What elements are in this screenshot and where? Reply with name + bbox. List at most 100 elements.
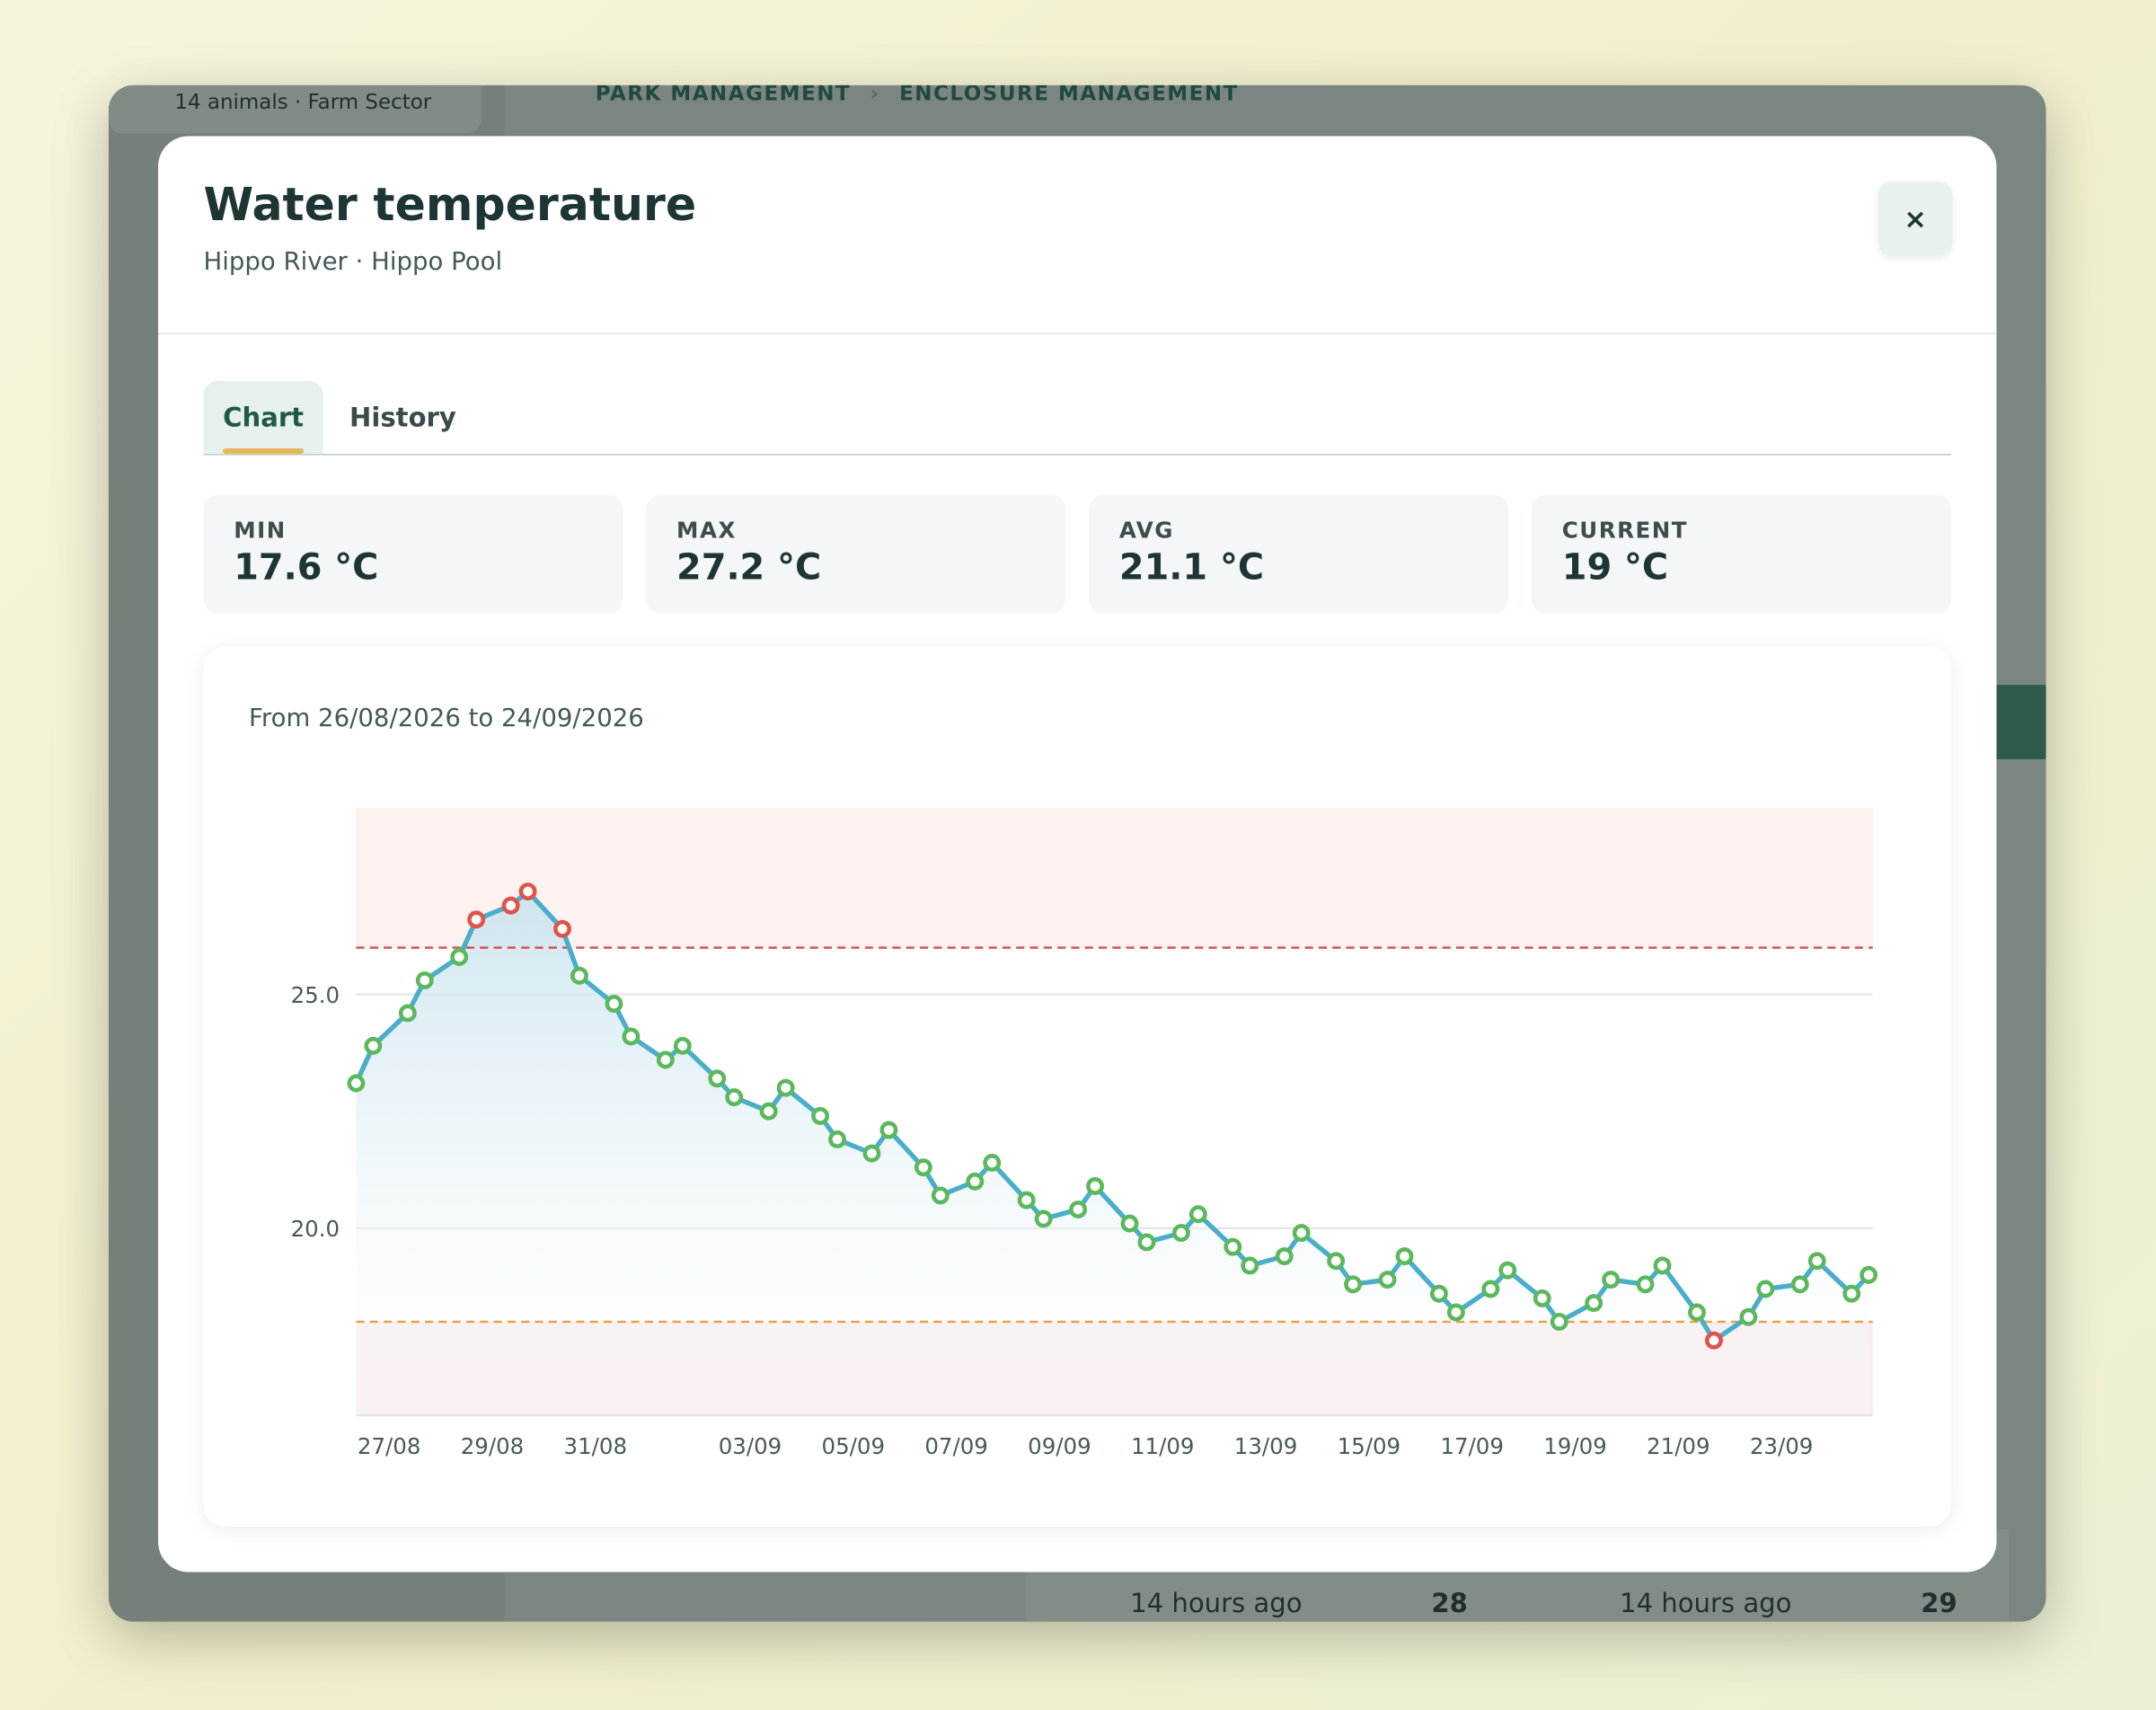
divider xyxy=(158,332,1997,334)
x-tick-label: 03/09 xyxy=(719,1433,782,1459)
x-tick-label: 21/09 xyxy=(1647,1433,1710,1459)
data-point xyxy=(1275,1247,1294,1266)
data-point xyxy=(1120,1214,1139,1233)
tab[interactable]: Chart xyxy=(203,380,323,455)
data-point xyxy=(1137,1233,1156,1252)
modal-title: Water temperature xyxy=(203,177,697,232)
x-tick-label: 07/09 xyxy=(924,1433,988,1459)
data-point xyxy=(1550,1312,1568,1331)
x-tick-label: 31/08 xyxy=(564,1433,628,1459)
data-point xyxy=(415,971,434,989)
data-point xyxy=(1292,1224,1311,1242)
data-point xyxy=(1344,1275,1363,1294)
data-point xyxy=(879,1121,898,1139)
data-point xyxy=(1188,1205,1207,1224)
data-point xyxy=(1653,1256,1672,1275)
data-point xyxy=(347,1074,366,1093)
y-tick-label: 25.0 xyxy=(291,982,340,1008)
data-point xyxy=(1378,1271,1397,1289)
data-point xyxy=(1498,1261,1517,1280)
data-point xyxy=(1017,1191,1036,1209)
data-point xyxy=(1241,1256,1259,1275)
data-point xyxy=(931,1186,950,1205)
data-point xyxy=(467,910,486,929)
stat-label: AVG xyxy=(1118,517,1174,544)
data-point xyxy=(622,1027,641,1046)
data-point xyxy=(398,1004,417,1023)
data-point xyxy=(1704,1331,1723,1350)
data-point xyxy=(1636,1275,1655,1294)
breadcrumb-sep: › xyxy=(870,84,880,106)
data-point xyxy=(1533,1289,1551,1307)
data-point xyxy=(914,1158,932,1177)
data-point xyxy=(1842,1284,1861,1303)
stat-label: CURRENT xyxy=(1561,517,1688,544)
stat-label: MIN xyxy=(234,517,287,544)
data-point xyxy=(1739,1307,1758,1326)
bg-button xyxy=(1996,685,2046,759)
data-point xyxy=(1585,1294,1604,1313)
data-point xyxy=(1086,1177,1104,1195)
x-tick-label: 13/09 xyxy=(1234,1433,1298,1459)
data-point xyxy=(364,1036,383,1055)
data-point xyxy=(776,1078,795,1097)
data-point xyxy=(1860,1265,1878,1284)
data-point xyxy=(811,1106,830,1125)
data-point xyxy=(1034,1209,1053,1228)
data-point xyxy=(1807,1252,1826,1271)
bg-card-time: 14 hours ago xyxy=(1130,1588,1303,1619)
area xyxy=(356,891,1869,1415)
chart-range: From 26/08/2026 to 24/09/2026 xyxy=(249,704,644,733)
data-point xyxy=(1429,1284,1448,1303)
x-tick-label: 27/08 xyxy=(358,1433,421,1459)
data-point xyxy=(553,919,571,938)
x-tick-label: 29/08 xyxy=(461,1433,525,1459)
data-point xyxy=(656,1050,675,1069)
x-tick-label: 19/09 xyxy=(1543,1433,1607,1459)
x-tick-label: 15/09 xyxy=(1338,1433,1401,1459)
x-tick-label: 17/09 xyxy=(1440,1433,1504,1459)
data-point xyxy=(725,1088,744,1107)
tab-indicator xyxy=(222,447,305,455)
data-point xyxy=(1395,1247,1414,1266)
stat-card: MIN 17.6 °C xyxy=(203,495,623,614)
stat-card: AVG 21.1 °C xyxy=(1089,495,1509,614)
y-tick-label: 20.0 xyxy=(291,1216,340,1242)
stat-card: MAX 27.2 °C xyxy=(646,495,1066,614)
stat-value: 17.6 °C xyxy=(234,547,379,589)
stat-card: CURRENT 19 °C xyxy=(1532,495,1951,614)
bg-card-time: 14 hours ago xyxy=(1620,1588,1792,1619)
sector-text: 14 animals · Farm Sector xyxy=(174,89,432,115)
data-point xyxy=(673,1036,692,1055)
sector-card xyxy=(108,84,482,134)
data-point xyxy=(1602,1271,1621,1289)
x-tick-label: 09/09 xyxy=(1028,1433,1091,1459)
data-point xyxy=(759,1102,778,1121)
breadcrumb-item: PARK MANAGEMENT xyxy=(595,84,852,106)
tab-line xyxy=(203,454,1951,456)
data-point xyxy=(1756,1280,1775,1298)
tab[interactable]: History xyxy=(349,402,456,433)
data-point xyxy=(1327,1252,1346,1271)
data-point xyxy=(518,882,537,901)
close-button[interactable]: × xyxy=(1878,182,1953,256)
data-point xyxy=(1481,1280,1500,1298)
data-point xyxy=(1069,1201,1088,1218)
stat-value: 19 °C xyxy=(1561,547,1669,589)
data-point xyxy=(1171,1224,1190,1242)
data-point xyxy=(862,1144,881,1163)
data-point xyxy=(1790,1275,1809,1294)
breadcrumb-item: ENCLOSURE MANAGEMENT xyxy=(899,84,1239,106)
data-point xyxy=(1224,1237,1242,1256)
modal-subtitle: Hippo River · Hippo Pool xyxy=(203,247,503,277)
x-tick-label: 05/09 xyxy=(822,1433,886,1459)
data-point xyxy=(450,948,469,966)
bg-card-count: 29 xyxy=(1921,1588,1957,1619)
data-point xyxy=(983,1154,1002,1172)
stat-label: MAX xyxy=(676,517,737,544)
data-point xyxy=(1687,1303,1706,1322)
stat-value: 21.1 °C xyxy=(1118,547,1265,589)
data-point xyxy=(708,1069,727,1088)
